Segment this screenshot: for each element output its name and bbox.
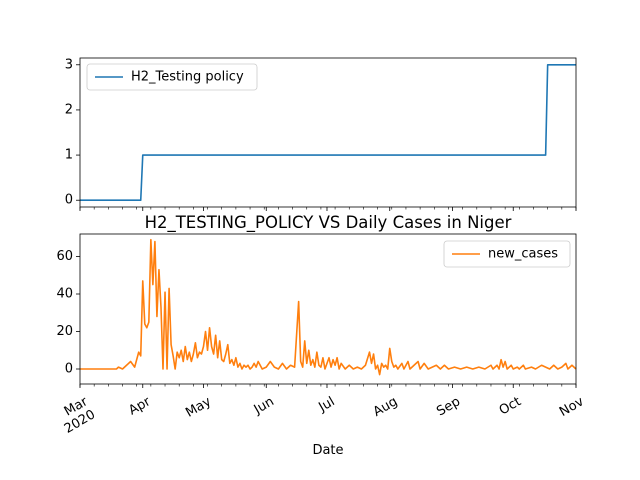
y-tick-label: 1 xyxy=(65,148,73,163)
top-x-ticks xyxy=(79,207,577,211)
x-tick-label: Jul xyxy=(315,394,337,415)
x-tick-month: Jul xyxy=(315,394,337,415)
y-tick-label: 3 xyxy=(65,57,73,72)
bottom-y-ticks: 0 20 40 60 xyxy=(56,249,80,377)
top-axes: 0 1 2 3 H2_Testing policy xyxy=(65,57,577,211)
y-tick-label: 20 xyxy=(56,324,73,339)
y-tick-label: 0 xyxy=(65,193,73,208)
top-axes-frame xyxy=(79,57,577,208)
bottom-legend-label: new_cases xyxy=(488,247,558,262)
top-y-ticks: 0 1 2 3 xyxy=(65,57,80,208)
y-tick-label: 60 xyxy=(56,249,73,264)
top-legend-label: H2_Testing policy xyxy=(131,70,244,85)
y-tick-label: 40 xyxy=(56,287,73,302)
bottom-legend: new_cases xyxy=(443,240,571,268)
bottom-legend-box xyxy=(443,240,571,268)
y-tick-label: 2 xyxy=(65,102,73,117)
new-cases-line xyxy=(80,238,577,376)
y-tick-label: 0 xyxy=(65,362,73,377)
x-axis-label: Date xyxy=(312,443,343,458)
bottom-axes-frame xyxy=(79,233,577,385)
top-legend: H2_Testing policy xyxy=(86,63,258,91)
top-legend-box xyxy=(86,63,258,91)
h2-testing-policy-line xyxy=(80,63,576,202)
chart-title: H2_TESTING_POLICY VS Daily Cases in Nige… xyxy=(145,213,512,233)
